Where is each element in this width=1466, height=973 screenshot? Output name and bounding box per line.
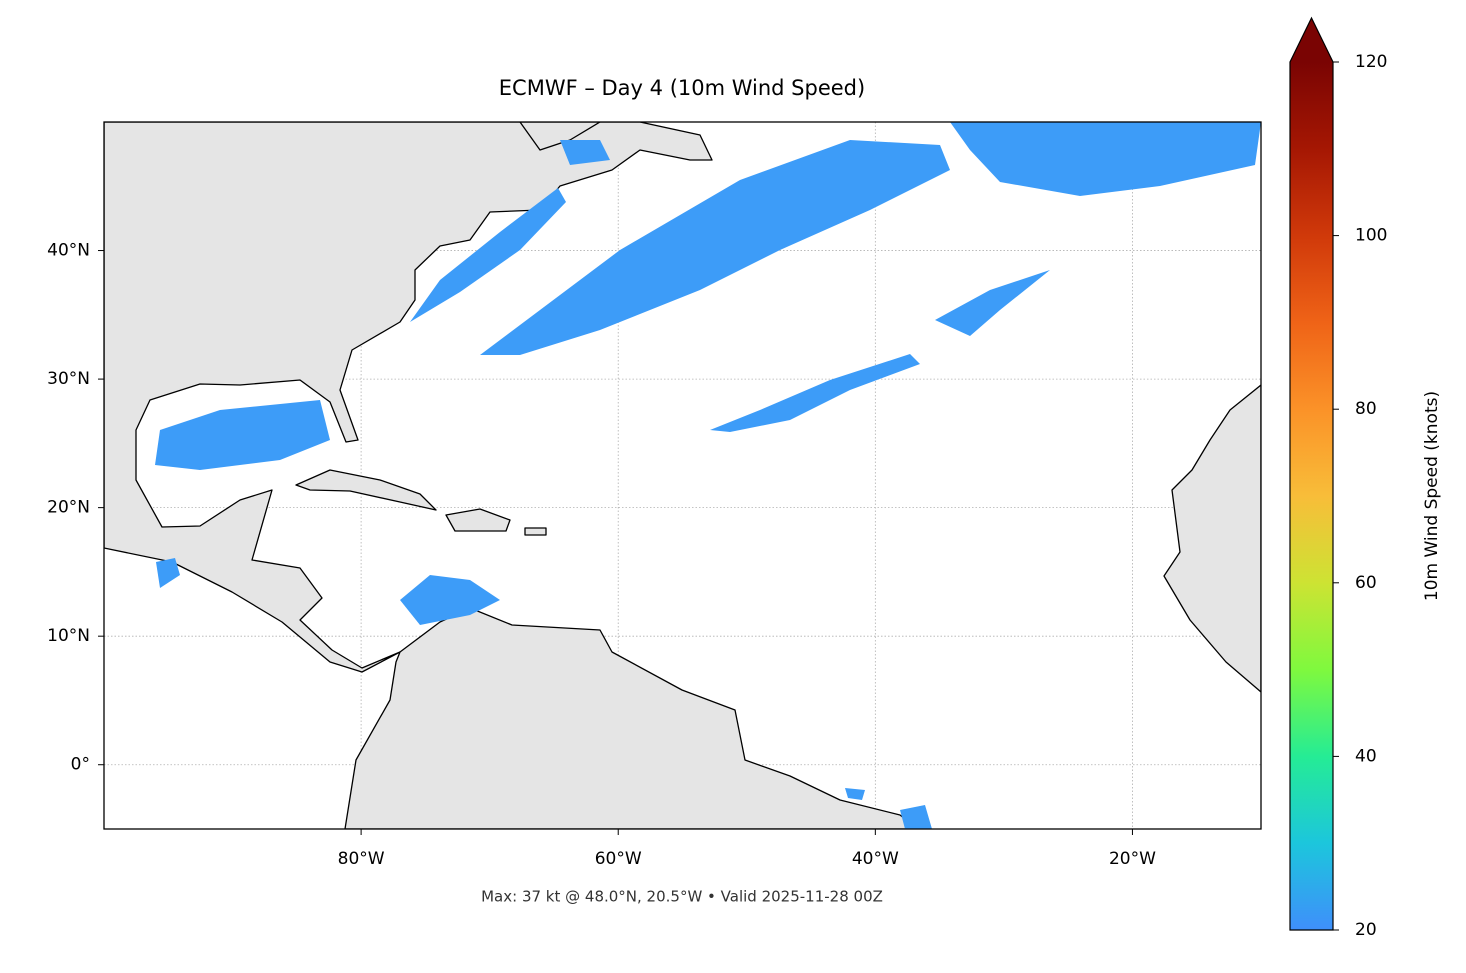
y-tick-label: 10°N bbox=[47, 626, 90, 646]
x-tick-label: 80°W bbox=[338, 849, 385, 869]
wind-area bbox=[155, 400, 330, 470]
wind-area bbox=[845, 788, 932, 829]
colorbar-tick-label: 40 bbox=[1355, 746, 1377, 766]
wind-area bbox=[560, 140, 610, 165]
axes-frame bbox=[103, 121, 1262, 830]
y-tick-label: 20°N bbox=[47, 498, 90, 518]
y-tick-label: 40°N bbox=[47, 241, 90, 261]
colorbar-scale bbox=[1290, 62, 1333, 930]
colorbar-tick-label: 100 bbox=[1355, 226, 1387, 246]
hispaniola bbox=[445, 508, 511, 532]
wind-area bbox=[950, 122, 1261, 196]
chart-title: ECMWF – Day 4 (10m Wind Speed) bbox=[499, 76, 865, 100]
wind-area bbox=[710, 354, 920, 432]
colorbar-frame bbox=[1289, 16, 1334, 931]
south-america bbox=[344, 607, 919, 829]
x-tick-label: 40°W bbox=[852, 849, 899, 869]
y-tick-label: 30°N bbox=[47, 369, 90, 389]
puerto-rico bbox=[524, 527, 547, 536]
x-tick-label: 60°W bbox=[595, 849, 642, 869]
colorbar-tick-label: 80 bbox=[1355, 399, 1377, 419]
footer-note: Max: 37 kt @ 48.0°N, 20.5°W • Valid 2025… bbox=[481, 888, 883, 906]
cuba bbox=[295, 469, 437, 511]
wind-area bbox=[156, 558, 180, 588]
colorbar-extend bbox=[1290, 18, 1333, 62]
wind-area bbox=[935, 270, 1050, 336]
colorbar: 20 40 60 80 100 120 10m Wind Speed (knots) bbox=[1289, 16, 1442, 940]
africa bbox=[1163, 384, 1261, 693]
colorbar-tick-label: 120 bbox=[1355, 52, 1387, 72]
wind-area bbox=[410, 188, 566, 322]
wind-area bbox=[400, 575, 500, 625]
wind-area bbox=[480, 140, 950, 355]
colorbar-label: 10m Wind Speed (knots) bbox=[1422, 391, 1442, 601]
y-tick-label: 0° bbox=[71, 755, 90, 775]
x-tick-label: 20°W bbox=[1109, 849, 1156, 869]
map-area bbox=[104, 122, 1261, 829]
colorbar-tick-label: 20 bbox=[1355, 920, 1377, 940]
colorbar-tick-label: 60 bbox=[1355, 573, 1377, 593]
